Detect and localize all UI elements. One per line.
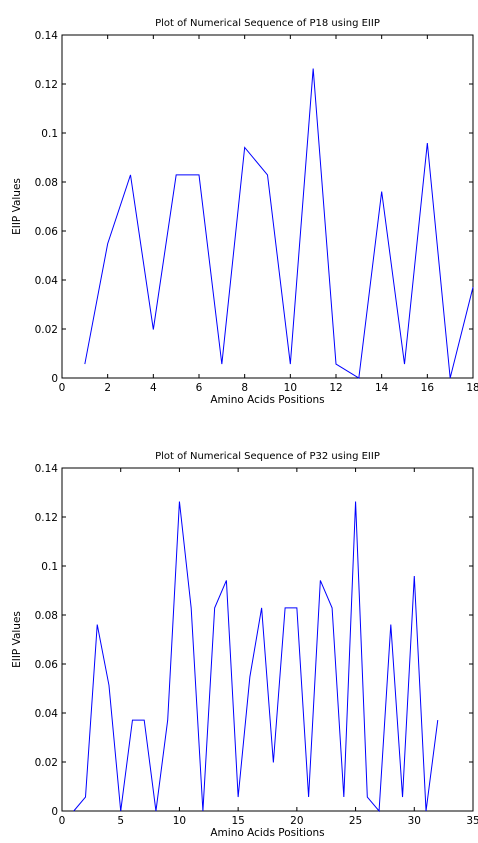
data-point (143, 719, 145, 721)
chart-title: Plot of Numerical Sequence of P32 using … (155, 451, 380, 462)
data-point (249, 676, 251, 678)
chart-p18: Plot of Numerical Sequence of P18 using … (11, 18, 478, 406)
data-point (225, 579, 227, 581)
data-point (108, 684, 110, 686)
data-point (152, 328, 154, 330)
x-axis-label: Amino Acids Positions (210, 394, 324, 406)
x-tick-label: 0 (59, 815, 66, 827)
data-point (354, 500, 356, 502)
y-tick-label: 0.14 (35, 463, 59, 475)
y-tick-label: 0.06 (35, 226, 59, 238)
y-axis-label: EIIP Values (11, 178, 23, 235)
data-point (343, 796, 345, 798)
data-point (296, 607, 298, 609)
data-point (272, 761, 274, 763)
data-point (106, 243, 108, 245)
data-point (260, 607, 262, 609)
x-axis-label: Amino Acids Positions (210, 827, 324, 839)
series-line (84, 68, 474, 379)
y-tick-label: 0 (51, 806, 58, 818)
data-point (178, 500, 180, 502)
y-tick-label: 0.06 (35, 659, 59, 671)
data-point (175, 174, 177, 176)
data-point (131, 719, 133, 721)
y-tick-label: 0.1 (41, 128, 58, 140)
x-tick-label: 18 (466, 382, 478, 394)
x-tick-label: 0 (59, 382, 66, 394)
y-tick-label: 0.1 (41, 561, 58, 573)
data-point (331, 607, 333, 609)
series-line (73, 501, 439, 813)
y-tick-label: 0.04 (35, 708, 59, 720)
x-tick-label: 12 (329, 382, 342, 394)
y-tick-label: 0.02 (35, 757, 58, 769)
y-tick-label: 0.08 (35, 177, 58, 189)
x-tick-label: 14 (375, 382, 389, 394)
data-point (96, 623, 98, 625)
data-point (266, 174, 268, 176)
plot-area-box (61, 467, 474, 812)
data-point (312, 67, 314, 69)
data-point (390, 623, 392, 625)
data-point (378, 810, 380, 812)
y-tick-label: 0.12 (35, 512, 58, 524)
data-point (213, 607, 215, 609)
x-tick-label: 20 (290, 815, 303, 827)
x-tick-label: 6 (196, 382, 203, 394)
x-tick-label: 8 (241, 382, 248, 394)
data-point (73, 810, 75, 812)
data-point (243, 146, 245, 148)
data-point (319, 579, 321, 581)
data-point (401, 796, 403, 798)
data-point (166, 719, 168, 721)
data-point (129, 174, 131, 176)
data-point (437, 719, 439, 721)
data-point (84, 796, 86, 798)
y-tick-label: 0.08 (35, 610, 58, 622)
data-point (366, 796, 368, 798)
plot-area-box (61, 34, 474, 379)
x-tick-label: 35 (466, 815, 478, 827)
data-point (413, 575, 415, 577)
x-tick-label: 10 (284, 382, 297, 394)
data-point (84, 363, 86, 365)
x-tick-label: 16 (421, 382, 435, 394)
data-point (472, 286, 474, 288)
data-point (403, 363, 405, 365)
data-point (190, 607, 192, 609)
y-tick-label: 0.04 (35, 275, 59, 287)
x-tick-label: 15 (231, 815, 244, 827)
chart-p32: Plot of Numerical Sequence of P32 using … (11, 451, 478, 839)
x-tick-label: 25 (349, 815, 362, 827)
y-tick-label: 0.12 (35, 79, 58, 91)
data-point (120, 810, 122, 812)
data-point (237, 796, 239, 798)
data-point (358, 377, 360, 379)
x-tick-label: 10 (173, 815, 186, 827)
chart-title: Plot of Numerical Sequence of P18 using … (155, 18, 380, 29)
data-point (198, 174, 200, 176)
data-point (202, 810, 204, 812)
data-point (425, 810, 427, 812)
y-tick-label: 0 (51, 373, 58, 385)
data-point (449, 377, 451, 379)
y-axis-label: EIIP Values (11, 611, 23, 668)
x-tick-label: 30 (408, 815, 421, 827)
data-point (284, 607, 286, 609)
data-point (155, 810, 157, 812)
data-point (221, 363, 223, 365)
data-point (380, 190, 382, 192)
y-tick-label: 0.14 (35, 30, 59, 42)
x-tick-label: 5 (117, 815, 124, 827)
data-point (307, 796, 309, 798)
data-point (335, 363, 337, 365)
x-tick-label: 2 (104, 382, 111, 394)
x-tick-label: 4 (150, 382, 157, 394)
y-tick-label: 0.02 (35, 324, 58, 336)
data-point (426, 142, 428, 144)
data-point (289, 363, 291, 365)
